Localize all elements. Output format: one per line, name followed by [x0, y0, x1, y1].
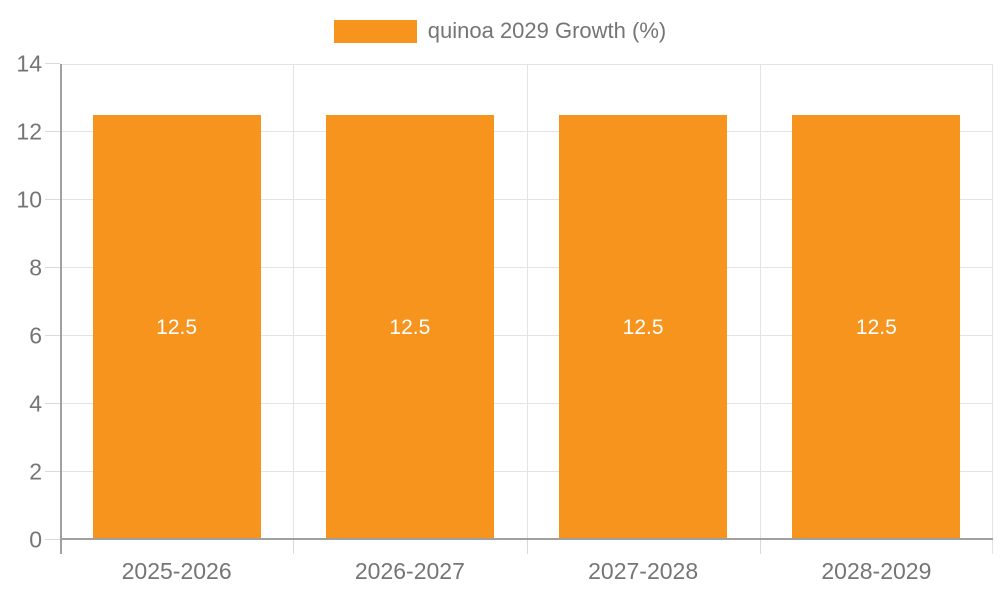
bar: 12.5: [792, 115, 961, 540]
y-axis-tick: [45, 539, 60, 540]
bar: 12.5: [559, 115, 728, 540]
bar: 12.5: [325, 115, 494, 540]
y-axis-tick: [45, 63, 60, 64]
bar-value-label: 12.5: [389, 316, 431, 339]
y-axis-tick-label: 12: [16, 118, 42, 145]
legend-swatch: [333, 19, 417, 43]
plot-right-border: [992, 64, 993, 554]
gridline-vertical: [759, 64, 761, 540]
y-axis-tick: [45, 471, 60, 472]
x-axis-line: [60, 538, 993, 540]
gridline-vertical: [526, 64, 528, 540]
bar-value-label: 12.5: [855, 316, 897, 339]
legend: quinoa 2029 Growth (%): [0, 18, 1000, 43]
gridline-vertical: [293, 64, 295, 540]
y-axis-tick-label: 4: [29, 390, 42, 417]
y-axis-line: [60, 64, 62, 554]
y-axis-tick-label: 0: [29, 526, 42, 553]
x-axis-category-label: 2028-2029: [821, 558, 932, 584]
y-axis-tick-label: 8: [29, 254, 42, 281]
x-axis-tick: [526, 540, 528, 554]
x-axis-category-label: 2026-2027: [354, 558, 465, 584]
y-axis-tick: [45, 335, 60, 336]
x-axis-tick: [759, 540, 761, 554]
bar: 12.5: [92, 115, 261, 540]
bar-value-label: 12.5: [156, 316, 198, 339]
y-axis-tick-label: 6: [29, 322, 42, 349]
y-axis-tick: [45, 267, 60, 268]
y-axis-tick: [45, 403, 60, 404]
y-axis-tick: [45, 199, 60, 200]
y-axis-tick: [45, 131, 60, 132]
legend-label: quinoa 2029 Growth (%): [427, 18, 667, 43]
y-axis-tick-label: 10: [16, 186, 42, 213]
x-axis-category-labels: 2025-2026 2026-2027 2027-2028 2028-2029: [60, 560, 993, 590]
plot-area: 12.5 12.5 12.5 12.5: [45, 63, 993, 554]
x-axis-tick: [293, 540, 295, 554]
y-axis-tick-label: 14: [16, 50, 42, 77]
x-axis-category-label: 2027-2028: [588, 558, 699, 584]
x-axis-category-label: 2025-2026: [121, 558, 232, 584]
bar-value-label: 12.5: [622, 316, 664, 339]
y-axis-tick-labels: 0 2 4 6 8 10 12 14: [0, 52, 42, 551]
y-axis-tick-label: 2: [29, 458, 42, 485]
